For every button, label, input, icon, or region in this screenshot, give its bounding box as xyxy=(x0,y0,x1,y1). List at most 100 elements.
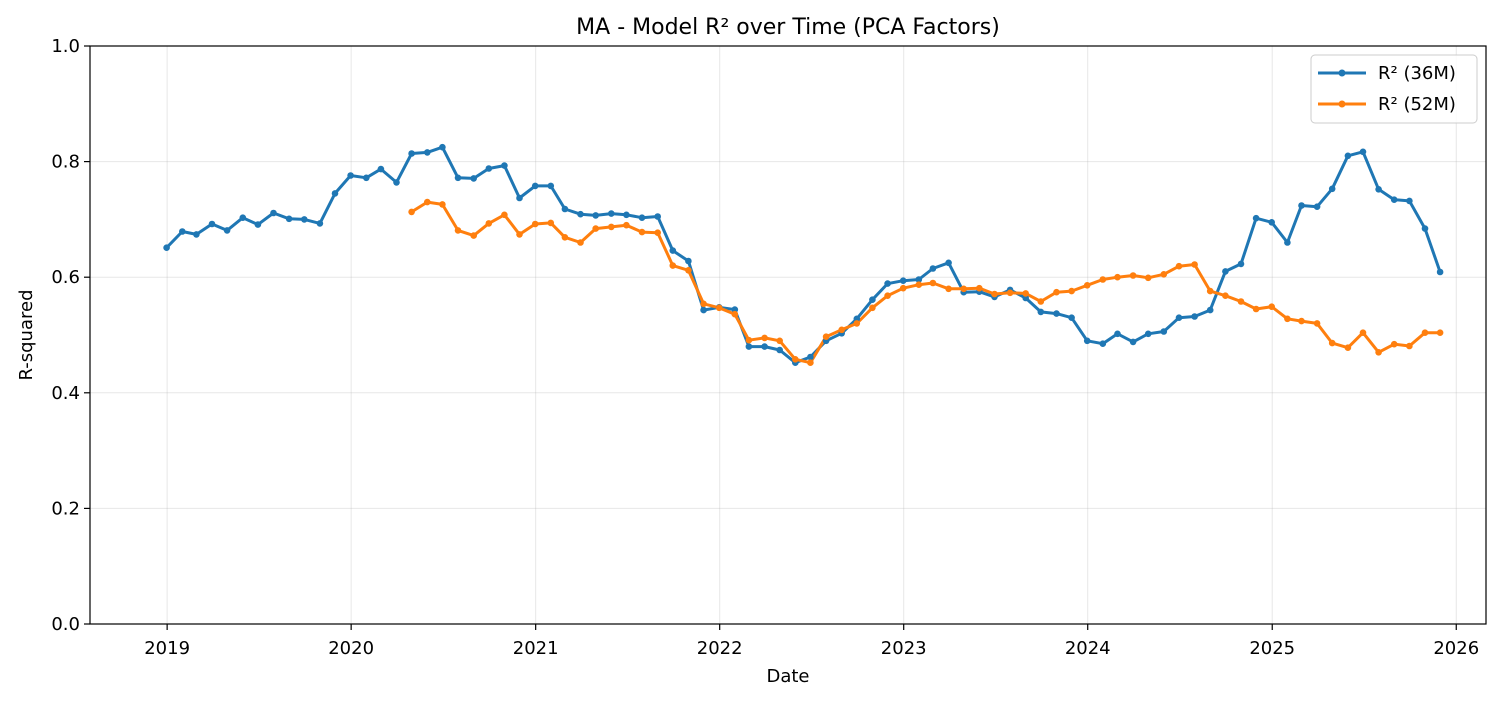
data-point xyxy=(1390,340,1398,348)
data-point xyxy=(577,210,584,218)
data-point xyxy=(1313,203,1321,210)
data-point xyxy=(807,359,814,367)
data-point xyxy=(623,221,630,229)
data-point xyxy=(654,229,661,236)
data-point xyxy=(1191,261,1198,268)
data-point xyxy=(638,214,646,221)
y-tick-label: 0.8 xyxy=(51,152,80,173)
series-markers xyxy=(163,143,1444,367)
data-point xyxy=(929,279,937,287)
data-point xyxy=(1160,271,1168,278)
data-point xyxy=(1344,344,1352,352)
x-tick-label: 2023 xyxy=(881,638,927,659)
data-point xyxy=(1068,287,1075,295)
data-point xyxy=(899,284,907,292)
y-axis-label: R-squared xyxy=(16,289,37,380)
data-point xyxy=(685,267,692,274)
data-point xyxy=(301,216,308,223)
data-point xyxy=(869,304,876,312)
data-point xyxy=(745,343,753,350)
data-point xyxy=(1129,338,1137,346)
x-axis: 2019 2020 2021 2022 2023 2024 2025 2026 xyxy=(144,624,1479,659)
data-point xyxy=(608,210,615,217)
data-point xyxy=(547,219,555,227)
data-point xyxy=(424,198,431,206)
x-axis-label: Date xyxy=(766,666,809,687)
legend-label-36m: R² (36M) xyxy=(1378,63,1456,84)
data-point xyxy=(1328,185,1336,193)
data-point xyxy=(470,175,478,182)
data-point xyxy=(561,234,569,241)
data-point xyxy=(1375,349,1382,356)
data-point xyxy=(623,211,630,219)
data-point xyxy=(776,337,783,345)
legend-marker-52m xyxy=(1338,100,1346,108)
data-point xyxy=(884,280,891,287)
data-point xyxy=(424,149,431,156)
data-point xyxy=(915,276,923,283)
x-tick-label: 2021 xyxy=(513,638,559,659)
data-point xyxy=(439,143,446,151)
data-point xyxy=(1175,262,1183,270)
data-point xyxy=(1252,214,1260,222)
x-tick-label: 2024 xyxy=(1065,638,1111,659)
data-point xyxy=(577,239,584,246)
data-point xyxy=(1099,340,1107,348)
data-point xyxy=(869,296,876,304)
y-tick-label: 0.6 xyxy=(51,267,80,288)
data-point xyxy=(776,346,783,354)
data-point xyxy=(1284,239,1291,246)
data-point xyxy=(822,333,830,341)
data-point xyxy=(731,310,739,318)
y-axis: 0.0 0.2 0.4 0.6 0.8 1.0 xyxy=(51,36,90,635)
legend-label-52m: R² (52M) xyxy=(1378,94,1456,115)
y-tick-label: 0.4 xyxy=(51,383,80,404)
data-point xyxy=(485,220,493,227)
y-tick-label: 0.0 xyxy=(51,614,80,635)
data-point xyxy=(1344,152,1352,160)
data-point xyxy=(960,285,967,293)
data-point xyxy=(254,221,262,228)
data-point xyxy=(838,326,845,334)
data-point xyxy=(731,306,739,313)
data-point xyxy=(454,227,462,234)
data-point xyxy=(745,336,753,344)
data-point xyxy=(1037,308,1045,316)
data-point xyxy=(561,205,569,213)
legend-marker-36m xyxy=(1338,69,1346,77)
data-point xyxy=(853,315,861,323)
x-tick-label: 2022 xyxy=(697,638,743,659)
x-tick-label: 2020 xyxy=(328,638,374,659)
data-point xyxy=(1375,186,1382,193)
data-point xyxy=(393,179,400,186)
data-point xyxy=(1191,313,1198,320)
data-point xyxy=(807,353,814,361)
data-point xyxy=(1144,274,1152,282)
data-point xyxy=(1298,202,1305,209)
data-point xyxy=(945,259,952,267)
data-point xyxy=(1053,288,1060,296)
data-point xyxy=(408,150,415,157)
data-point xyxy=(377,165,385,173)
data-point xyxy=(501,162,508,169)
data-point xyxy=(1406,197,1413,205)
data-point xyxy=(929,265,937,272)
data-point xyxy=(899,277,907,285)
data-point xyxy=(592,212,599,219)
data-point xyxy=(1436,268,1444,276)
data-point xyxy=(669,262,677,269)
data-point xyxy=(1022,290,1029,297)
data-point xyxy=(454,174,462,182)
data-point xyxy=(592,225,599,232)
data-point xyxy=(208,220,216,228)
data-point xyxy=(408,208,415,216)
data-point xyxy=(1022,294,1029,302)
data-point xyxy=(700,306,707,314)
data-point xyxy=(1359,148,1367,156)
data-point xyxy=(516,231,523,238)
data-point xyxy=(285,215,293,223)
data-point xyxy=(501,211,508,219)
data-point xyxy=(761,334,768,342)
plot-frame xyxy=(89,45,1487,625)
data-point xyxy=(485,165,493,172)
